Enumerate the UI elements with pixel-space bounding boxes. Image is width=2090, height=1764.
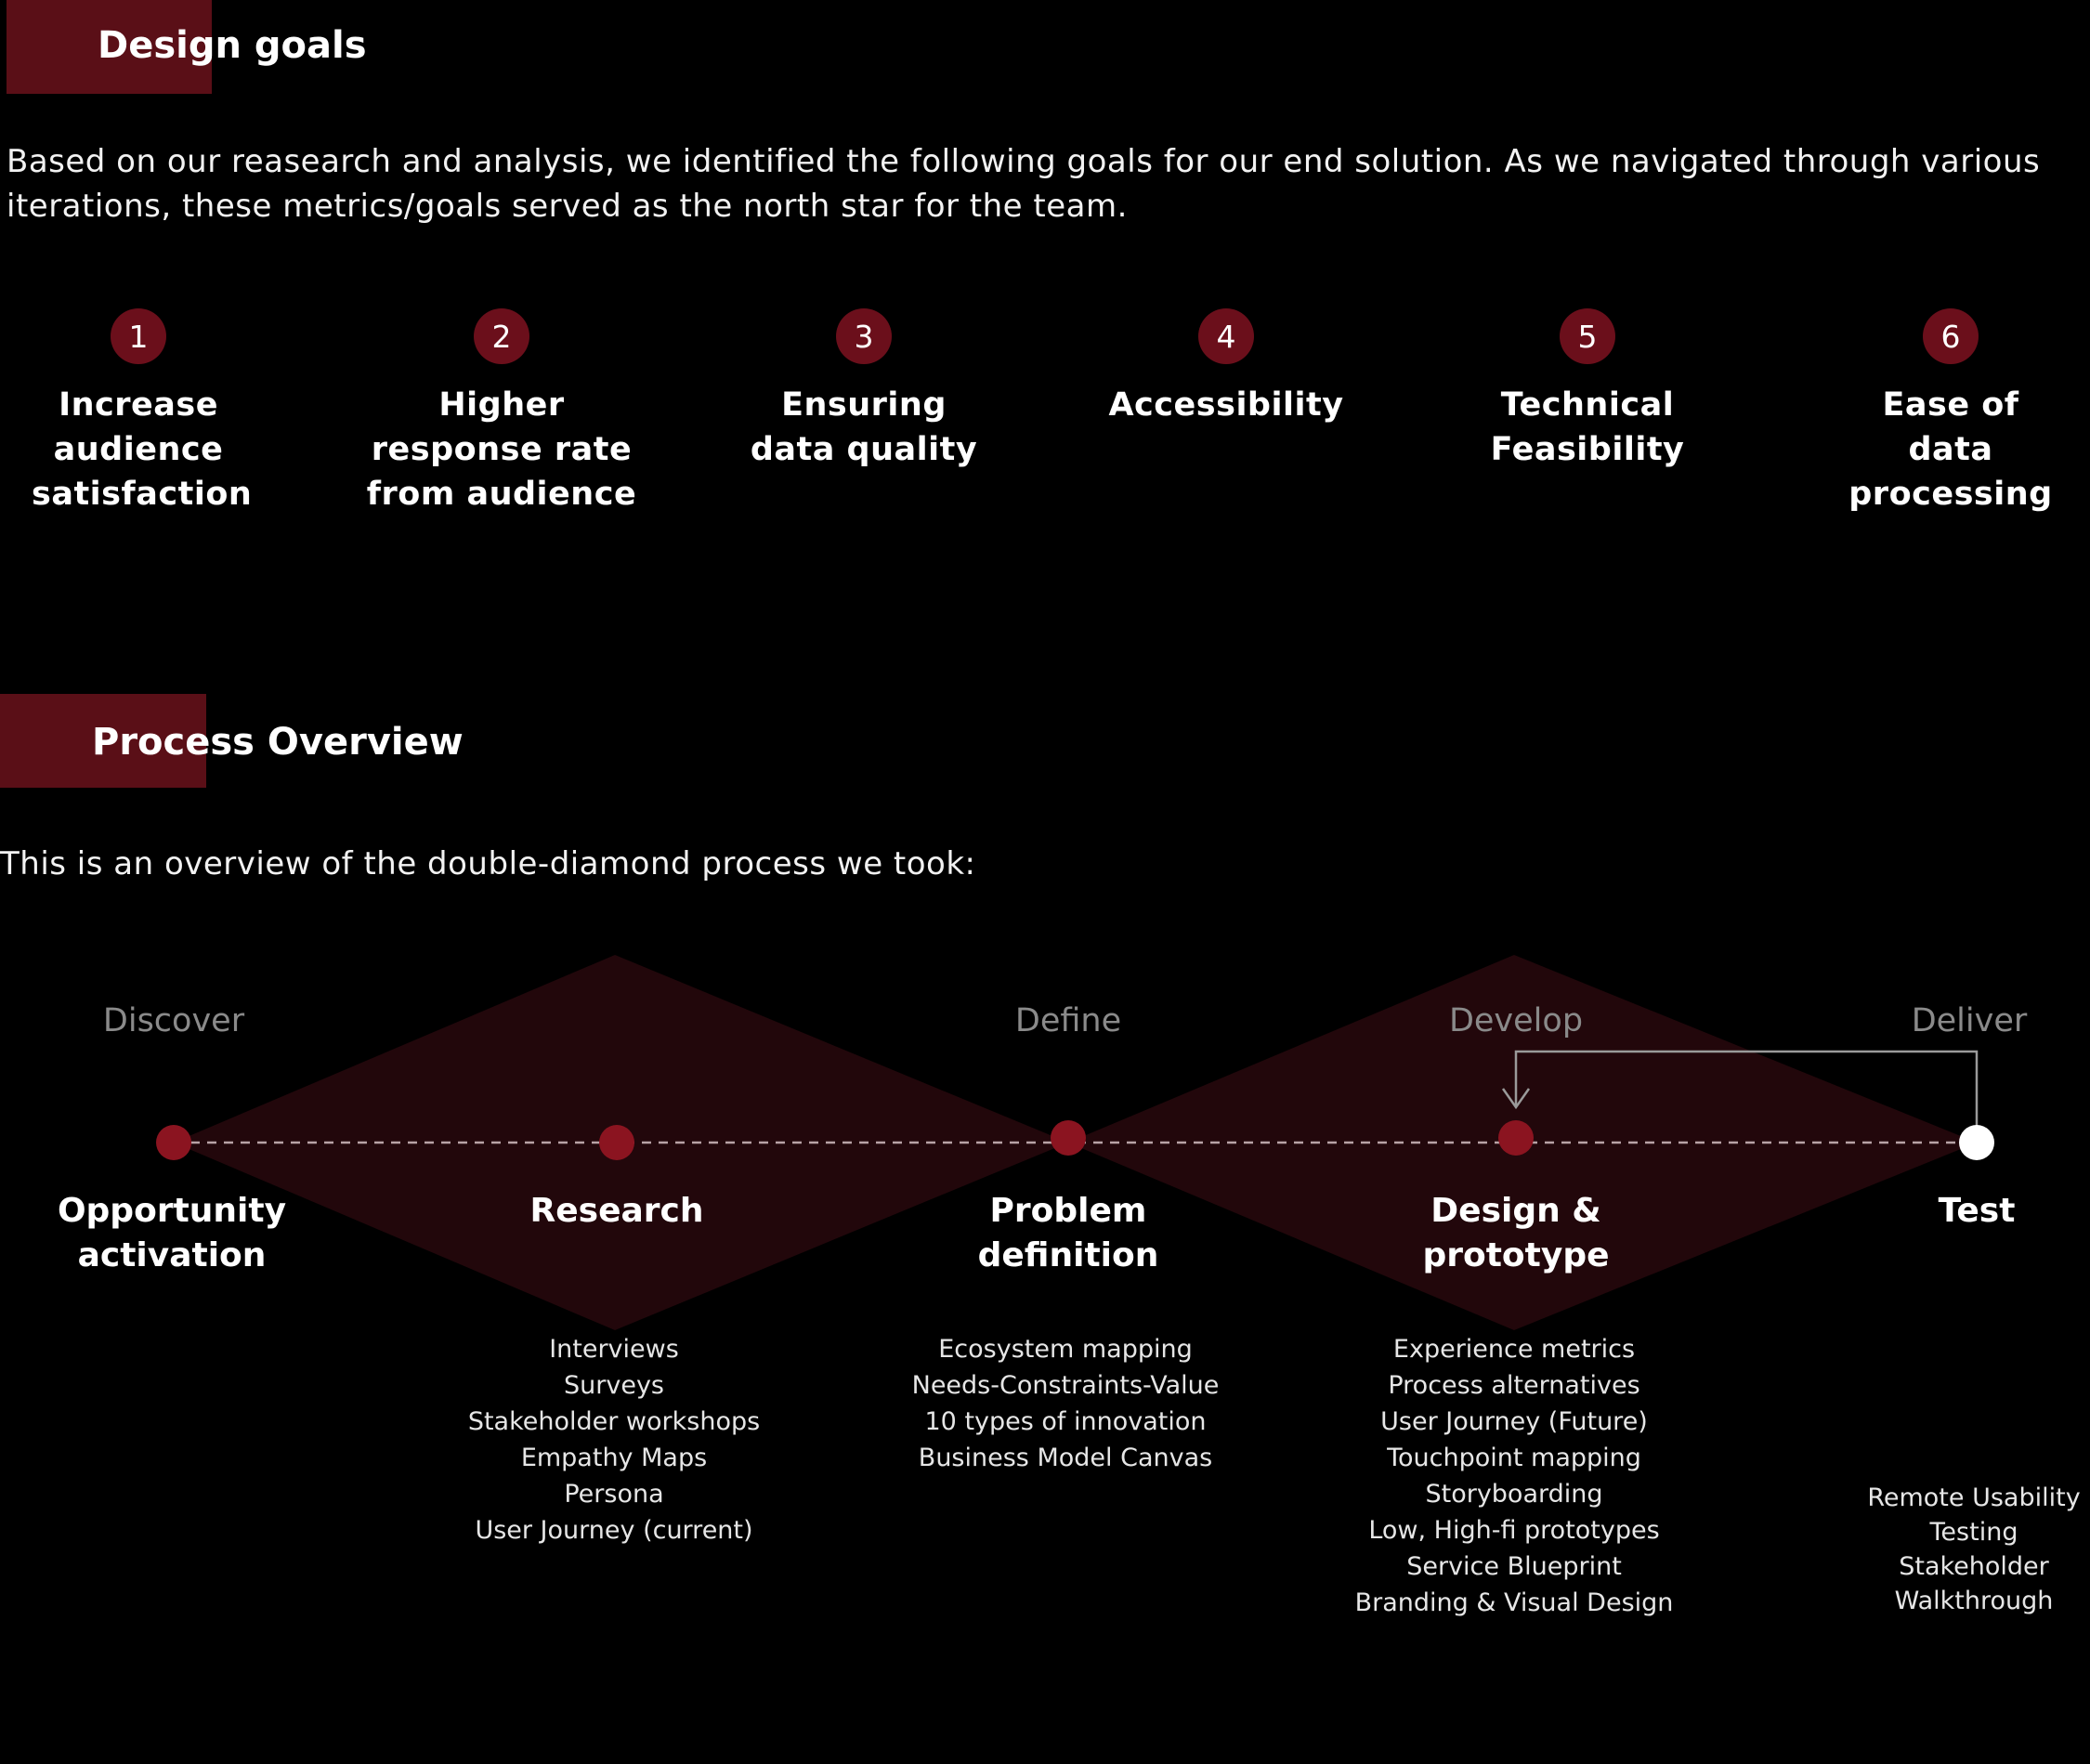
list-item: Interviews: [549, 1335, 679, 1364]
goal-label: Higher response rate from audience: [366, 386, 637, 513]
list-item: Persona: [564, 1480, 664, 1509]
list-item: User Journey (Future): [1380, 1407, 1648, 1436]
list-item: Touchpoint mapping: [1387, 1444, 1641, 1472]
list-item: Service Blueprint: [1406, 1552, 1622, 1581]
step-label-problem: Problem definition: [977, 1192, 1159, 1274]
double-diamond-diagram: Discover Define Develop Deliver: [103, 955, 2028, 1330]
list-item: Storyboarding: [1425, 1480, 1603, 1509]
step-label-research: Research: [529, 1192, 704, 1230]
list-item: Surveys: [564, 1371, 664, 1400]
list-item: Branding & Visual Design: [1354, 1588, 1674, 1617]
list-item: Ecosystem mapping: [938, 1335, 1193, 1364]
arrow-head-icon: [1501, 1088, 1531, 1110]
step-node-test: [1959, 1125, 1994, 1160]
methods-list-research: Interviews Surveys Stakeholder workshops…: [419, 1331, 809, 1548]
methods-list-problem: Ecosystem mapping Needs-Constraints-Valu…: [870, 1331, 1261, 1476]
list-item: Needs-Constraints-Value: [911, 1371, 1220, 1400]
design-goals-intro: Based on our reasearch and analysis, we …: [7, 143, 2041, 225]
step-label-test: Test: [1938, 1192, 2016, 1230]
goal-label: Increase audience satisfaction: [32, 386, 253, 513]
goal-number-badge: 3: [836, 308, 892, 364]
methods-list-test: Remote Usability Testing Stakeholder Wal…: [1861, 1481, 2086, 1618]
list-item: Business Model Canvas: [918, 1444, 1213, 1472]
list-item: Remote Usability Testing: [1867, 1483, 2081, 1547]
phase-label-discover: Discover: [103, 1002, 245, 1039]
goal-label: Ensuring data quality: [750, 386, 978, 468]
list-item: Process alternatives: [1388, 1371, 1640, 1400]
list-item: Empathy Maps: [520, 1444, 708, 1472]
goal-number-badge: 5: [1560, 308, 1615, 364]
step-label-opportunity: Opportunity activation: [57, 1192, 287, 1274]
goal-number-badge: 6: [1923, 308, 1979, 364]
goal-item: 3 Ensuring data quality: [711, 308, 1017, 472]
design-goals-header-block: [7, 0, 212, 94]
iteration-loop-arrow: [1514, 1050, 1979, 1143]
phase-label-deliver: Deliver: [1912, 1002, 2028, 1039]
methods-list-design: Experience metrics Process alternatives …: [1319, 1331, 1709, 1621]
goal-item: 2 Higher response rate from audience: [348, 308, 655, 516]
step-node-design: [1498, 1120, 1534, 1156]
list-item: Stakeholder Walkthrough: [1894, 1552, 2054, 1615]
goal-label: Ease of data processing: [1848, 386, 2053, 513]
goal-label: Technical Feasibility: [1490, 386, 1685, 468]
goal-item: 5 Technical Feasibility: [1434, 308, 1741, 472]
step-node-opportunity: [156, 1125, 191, 1160]
step-node-research: [599, 1125, 634, 1160]
goal-label: Accessibility: [1108, 386, 1344, 424]
list-item: Experience metrics: [1392, 1335, 1636, 1364]
goal-number-badge: 4: [1198, 308, 1254, 364]
goal-item: 4 Accessibility: [1073, 308, 1379, 427]
goal-number-badge: 1: [111, 308, 166, 364]
goal-item: 1 Increase audience satisfaction: [0, 308, 292, 516]
list-item: Low, High-fi prototypes: [1368, 1516, 1660, 1545]
design-goals-title: Design goals: [98, 24, 367, 67]
step-label-design: Design & prototype: [1422, 1192, 1610, 1274]
goal-item: 6 Ease of data processing: [1797, 308, 2090, 516]
phase-label-define: Define: [1015, 1002, 1121, 1039]
process-overview-intro: This is an overview of the double-diamon…: [0, 845, 976, 882]
step-node-problem: [1051, 1120, 1086, 1156]
list-item: Stakeholder workshops: [467, 1407, 761, 1436]
goal-number-badge: 2: [474, 308, 529, 364]
list-item: User Journey (current): [475, 1516, 753, 1545]
list-item: 10 types of innovation: [924, 1407, 1207, 1436]
process-overview-title: Process Overview: [92, 721, 464, 764]
phase-label-develop: Develop: [1449, 1002, 1583, 1039]
process-overview-header-block: [0, 694, 206, 788]
